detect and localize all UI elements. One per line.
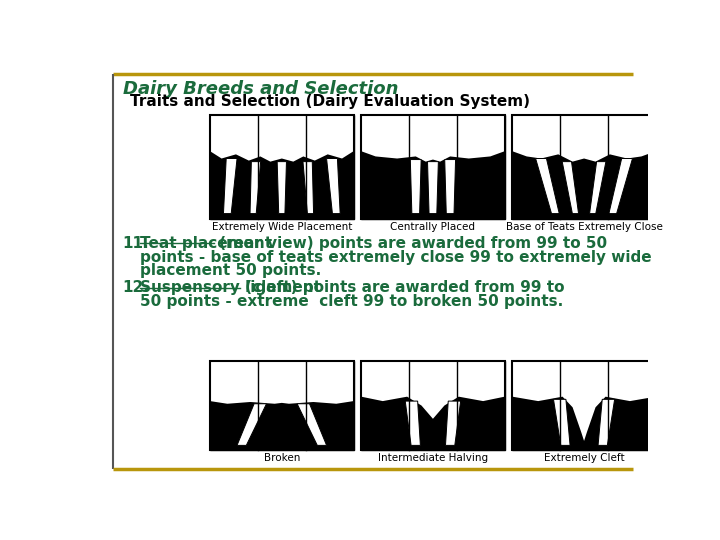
- Polygon shape: [237, 404, 266, 446]
- Text: Extremely Wide Placement: Extremely Wide Placement: [212, 222, 352, 232]
- Polygon shape: [210, 115, 354, 161]
- Polygon shape: [405, 401, 420, 445]
- Polygon shape: [210, 115, 354, 219]
- Text: 50 points - extreme  cleft 99 to broken 50 points.: 50 points - extreme cleft 99 to broken 5…: [140, 294, 563, 309]
- Text: (rear view) points are awarded from 99 to 50: (rear view) points are awarded from 99 t…: [214, 236, 607, 251]
- Text: Extremely Cleft: Extremely Cleft: [544, 453, 624, 463]
- Polygon shape: [446, 401, 461, 445]
- Polygon shape: [303, 161, 314, 214]
- Polygon shape: [361, 115, 505, 219]
- Polygon shape: [428, 161, 438, 214]
- Polygon shape: [554, 399, 570, 446]
- Text: Suspensory ligament: Suspensory ligament: [140, 280, 321, 295]
- Text: Broken: Broken: [264, 453, 300, 463]
- Polygon shape: [250, 161, 261, 214]
- Polygon shape: [410, 159, 421, 214]
- Polygon shape: [445, 159, 456, 214]
- Polygon shape: [277, 161, 287, 214]
- Polygon shape: [361, 361, 505, 419]
- Polygon shape: [327, 159, 340, 214]
- Text: Intermediate Halving: Intermediate Halving: [378, 453, 488, 463]
- Polygon shape: [361, 361, 505, 450]
- Text: 11.: 11.: [122, 236, 149, 251]
- Polygon shape: [513, 361, 656, 450]
- Text: placement 50 points.: placement 50 points.: [140, 264, 321, 279]
- Text: Base of Teats Extremely Close: Base of Teats Extremely Close: [505, 222, 662, 232]
- Text: (cleft) points are awarded from 99 to: (cleft) points are awarded from 99 to: [240, 280, 565, 295]
- Polygon shape: [513, 361, 656, 441]
- Polygon shape: [536, 159, 559, 214]
- Polygon shape: [361, 115, 505, 161]
- Polygon shape: [590, 161, 606, 214]
- Polygon shape: [562, 161, 579, 214]
- Text: Dairy Breeds and Selection: Dairy Breeds and Selection: [122, 80, 398, 98]
- Polygon shape: [210, 361, 354, 404]
- Polygon shape: [223, 159, 237, 214]
- Text: 12.: 12.: [122, 280, 150, 295]
- Polygon shape: [513, 115, 656, 219]
- Text: Teat placement: Teat placement: [140, 236, 272, 251]
- Polygon shape: [297, 404, 327, 446]
- Polygon shape: [513, 115, 656, 161]
- Polygon shape: [609, 159, 632, 214]
- Text: points - base of teats extremely close 99 to extremely wide: points - base of teats extremely close 9…: [140, 249, 651, 265]
- Text: Traits and Selection (Dairy Evaluation System): Traits and Selection (Dairy Evaluation S…: [130, 94, 531, 109]
- Polygon shape: [210, 361, 354, 450]
- Text: Centrally Placed: Centrally Placed: [390, 222, 475, 232]
- Polygon shape: [598, 399, 615, 446]
